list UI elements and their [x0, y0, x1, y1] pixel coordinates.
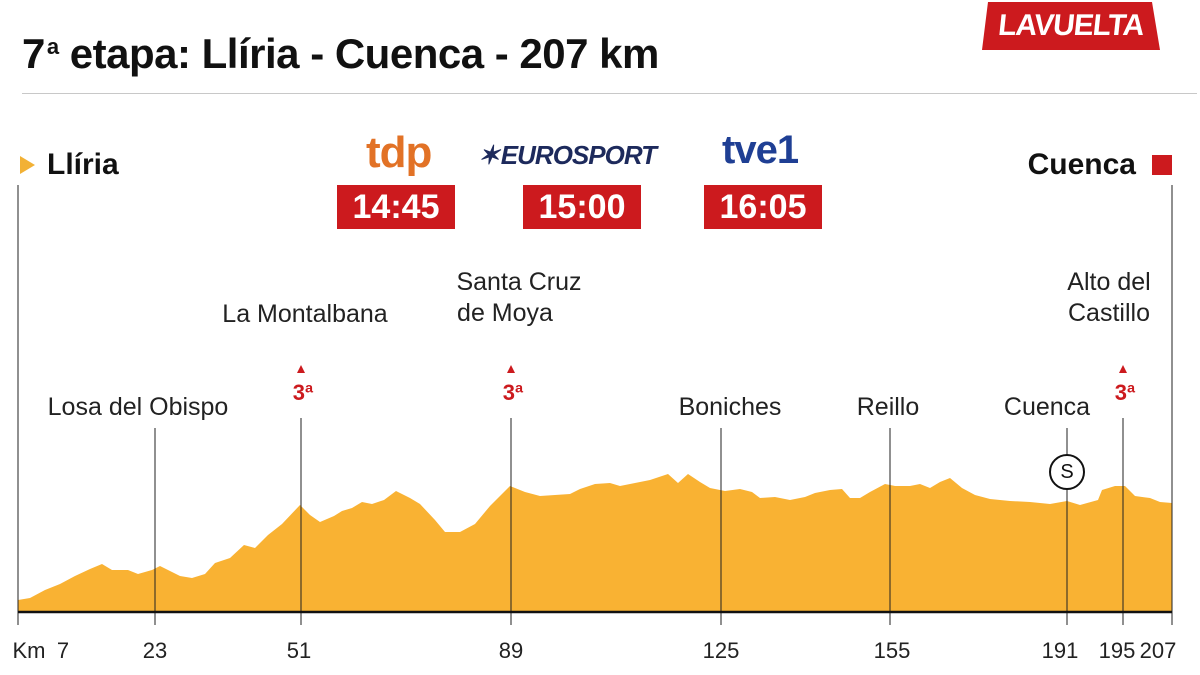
waypoint-label-alto-2: Castillo — [1068, 299, 1150, 327]
waypoint-label-losa: Losa del Obispo — [47, 393, 229, 421]
finish-square-icon — [1152, 155, 1172, 175]
climb-marker-icon — [297, 365, 305, 373]
waypoint-label-santa-cruz-2: de Moya — [457, 299, 553, 327]
broadcast-time-eurosport: 15:00 — [523, 185, 641, 229]
la-vuelta-logo: LAVUELTA — [982, 2, 1160, 50]
star-icon: ✶ — [478, 140, 500, 170]
km-axis-prefix: Km — [12, 638, 46, 663]
page-title: 7a etapa: Llíria - Cuenca - 207 km — [22, 30, 659, 77]
km-tick-89: 89 — [498, 638, 524, 663]
waypoint-label-montalbana: La Montalbana — [222, 300, 388, 328]
climb-category-montalbana: 3ª — [292, 380, 314, 405]
waypoint-label-santa-cruz-1: Santa Cruz — [456, 268, 582, 296]
climb-category-alto-castillo: 3ª — [1114, 380, 1136, 405]
km-tick-23: 23 — [142, 638, 168, 663]
climb-marker-icon — [1119, 365, 1127, 373]
km-tick-end: 207 — [1139, 638, 1177, 663]
elevation-area — [18, 474, 1172, 612]
waypoint-label-reillo: Reillo — [856, 393, 920, 421]
broadcast-time-tve1: 16:05 — [704, 185, 822, 229]
sprint-icon: S — [1049, 454, 1085, 490]
finish-label: Cuenca — [1028, 148, 1172, 182]
km-tick-195: 195 — [1098, 638, 1136, 663]
km-tick-51: 51 — [286, 638, 312, 663]
km-tick-155: 155 — [873, 638, 911, 663]
broadcast-time-tdp: 14:45 — [337, 185, 455, 229]
start-triangle-icon — [20, 156, 35, 174]
header-divider — [22, 93, 1197, 94]
tve1-channel-logo: tve1 — [722, 128, 799, 172]
waypoint-label-boniches: Boniches — [678, 393, 782, 421]
tdp-channel-logo: tdp — [366, 128, 432, 177]
climb-marker-icon — [507, 365, 515, 373]
climb-category-santa-cruz: 3ª — [502, 380, 524, 405]
km-tick-125: 125 — [702, 638, 740, 663]
waypoint-label-cuenca: Cuenca — [1003, 393, 1091, 421]
km-tick-start: 7 — [56, 638, 70, 663]
eurosport-channel-logo: ✶EUROSPORT — [478, 140, 657, 170]
start-label: Llíria — [20, 148, 119, 182]
waypoint-label-alto-1: Alto del — [1067, 268, 1151, 296]
km-tick-191: 191 — [1041, 638, 1079, 663]
